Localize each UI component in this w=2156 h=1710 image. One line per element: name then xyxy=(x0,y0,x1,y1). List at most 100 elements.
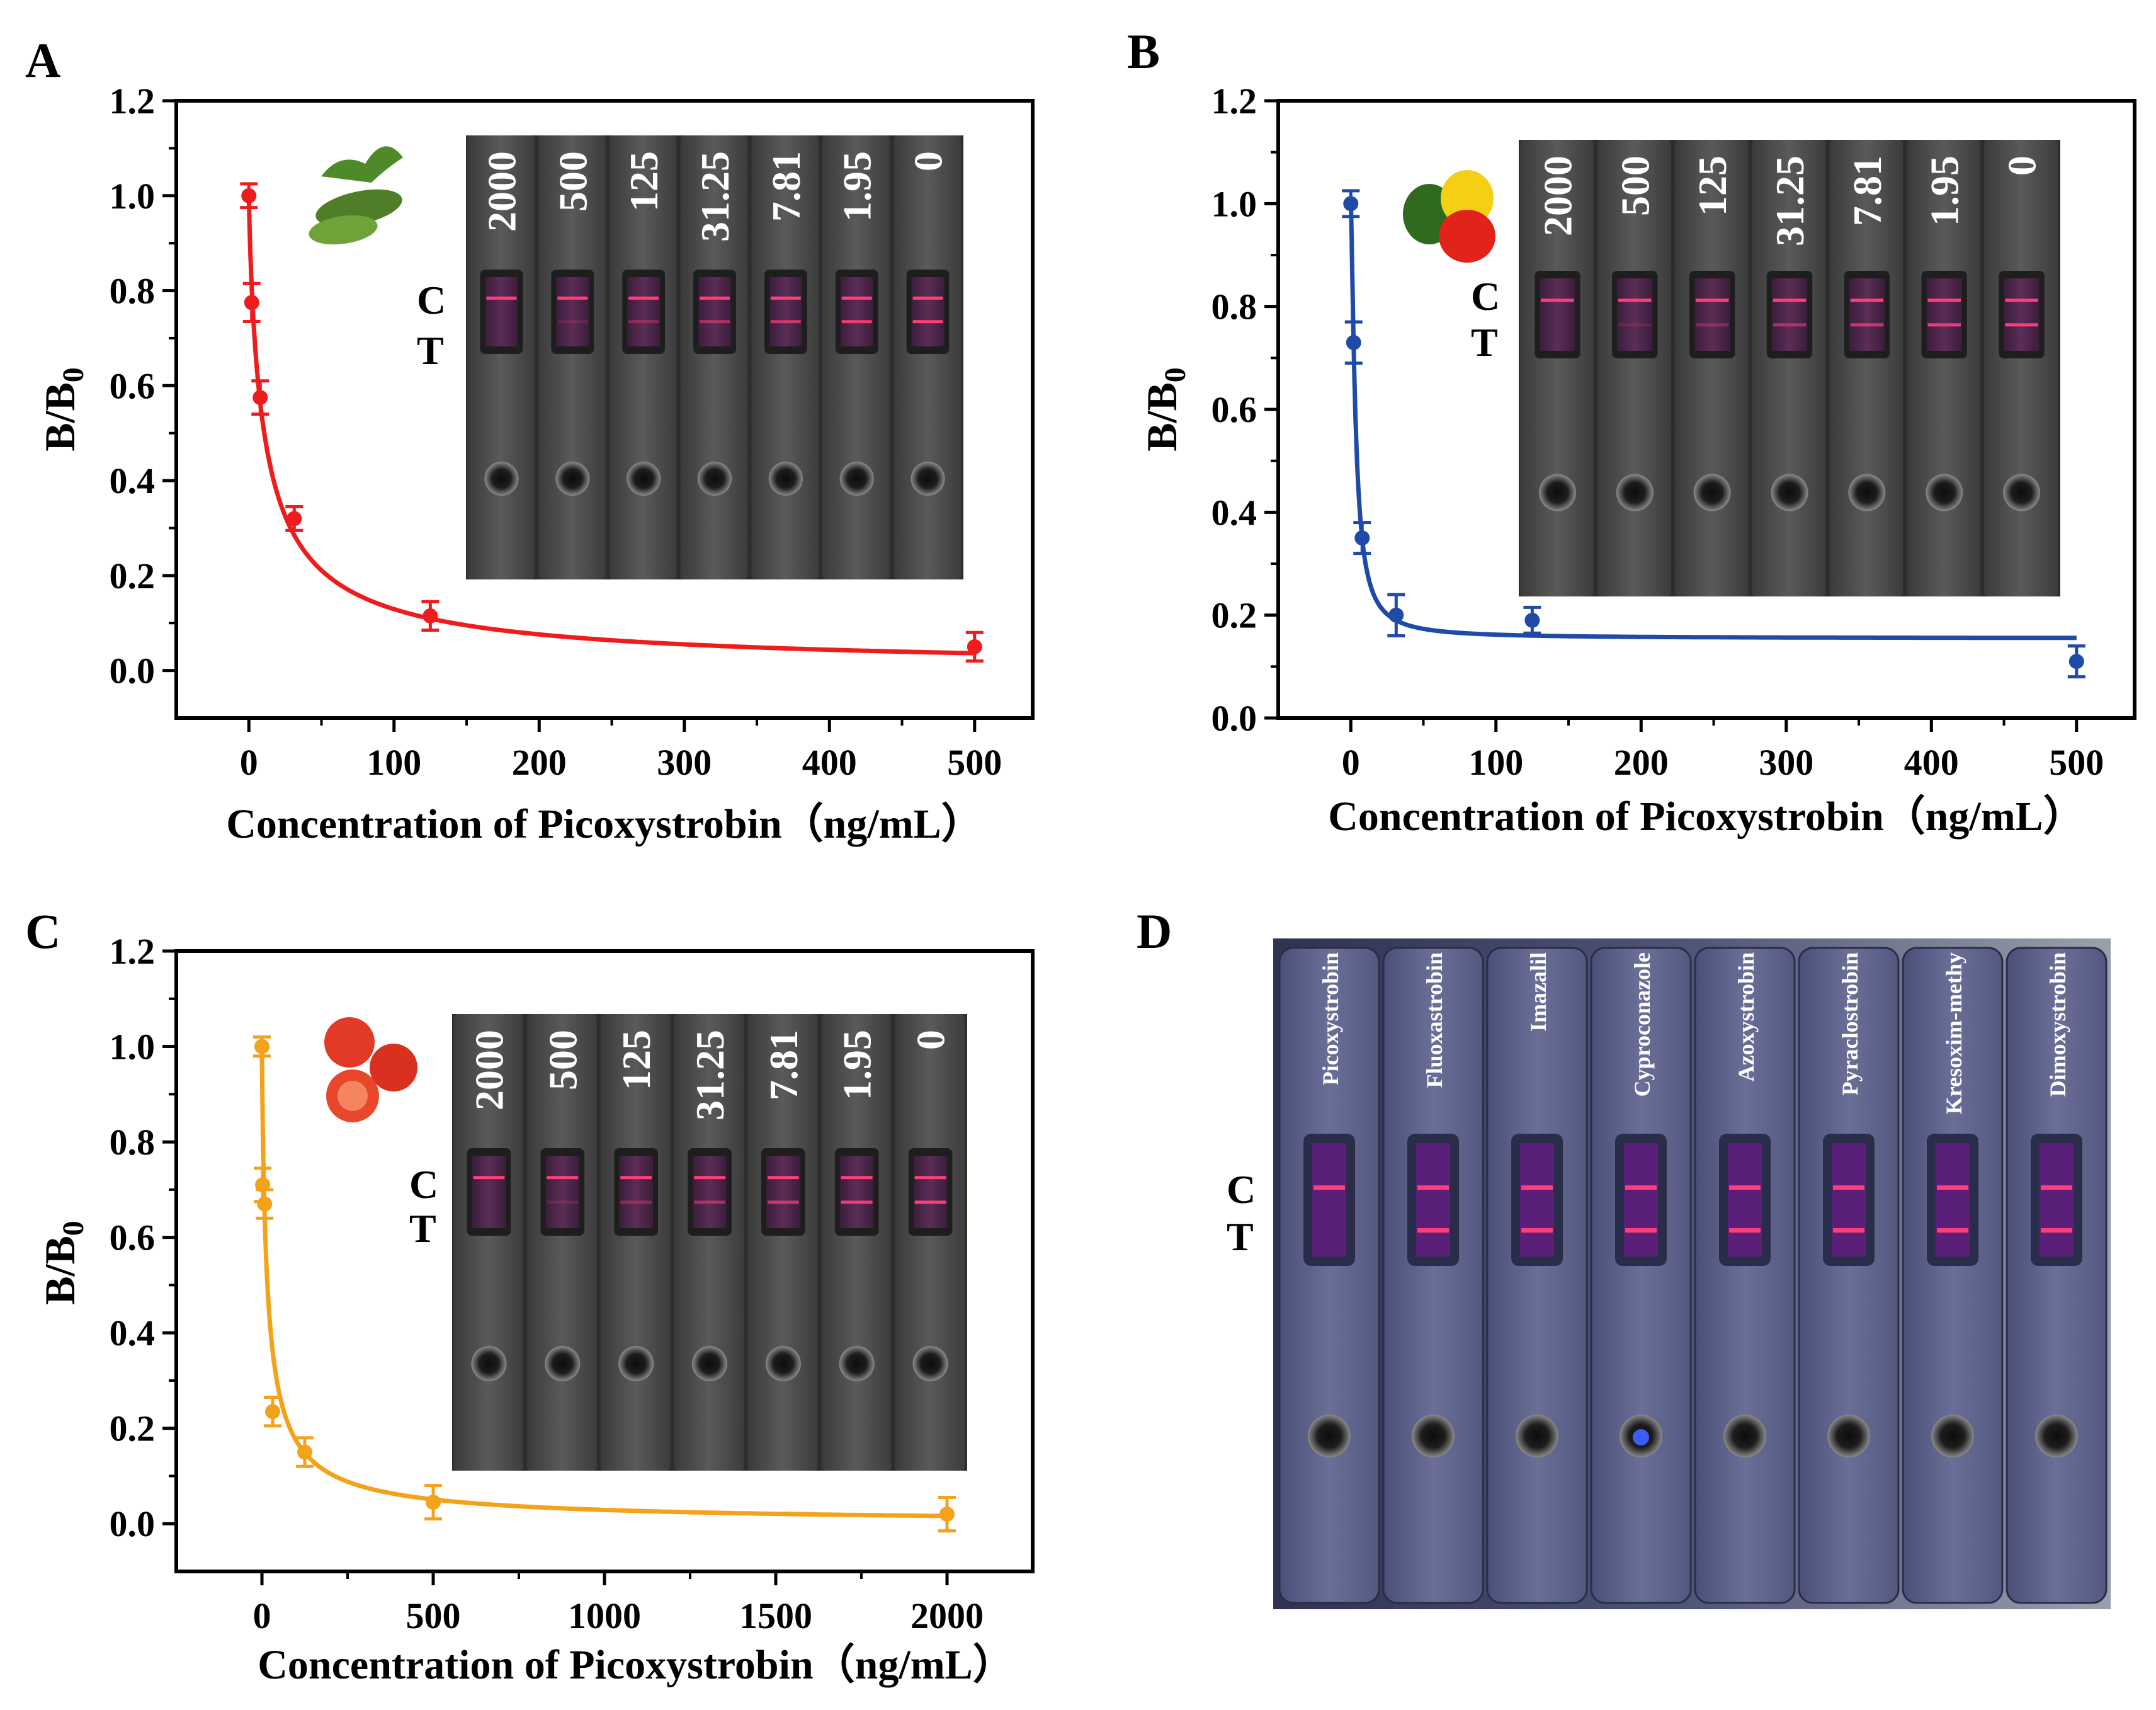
control-line xyxy=(557,296,588,300)
sample-well xyxy=(1827,1415,1870,1457)
control-line xyxy=(1850,299,1884,302)
x-tick-label: 100 xyxy=(366,742,421,783)
data-point xyxy=(244,295,259,311)
strip-concentration-label: 7.81 xyxy=(761,1030,806,1100)
panel-a-t-label: T xyxy=(417,328,444,373)
y-tick-label: 0.6 xyxy=(110,365,156,406)
specificity-strip-label: Kresoxim-methy xyxy=(1941,952,1966,1114)
strip-concentration-label: 0 xyxy=(906,151,951,171)
control-line xyxy=(912,296,943,300)
specificity-strip xyxy=(1486,947,1588,1604)
test-strip xyxy=(600,1014,671,1471)
strip-window xyxy=(472,1156,506,1228)
sample-well xyxy=(765,1345,801,1382)
x-tick-label: 200 xyxy=(512,742,567,783)
data-point xyxy=(257,1196,273,1212)
specificity-strip-label: Pyraclostrobin xyxy=(1837,952,1863,1095)
test-strip xyxy=(751,135,819,579)
y-tick-label: 0.8 xyxy=(110,271,156,312)
sample-well xyxy=(839,461,874,496)
sample-well xyxy=(484,461,519,496)
data-point xyxy=(265,1404,280,1420)
strip-concentration-label: 2000 xyxy=(479,151,524,232)
strip-window xyxy=(1926,278,1962,351)
strip-window xyxy=(2004,278,2040,351)
control-line xyxy=(1313,1185,1345,1190)
strip-window xyxy=(1936,1143,1970,1257)
strip-window xyxy=(840,277,873,346)
strip-window xyxy=(627,277,661,346)
test-strip xyxy=(674,1014,744,1471)
sample-well xyxy=(1723,1415,1766,1457)
strip-window xyxy=(1624,1143,1658,1257)
test-line xyxy=(841,1200,873,1204)
specificity-strip-label: Cyproconazole xyxy=(1630,952,1655,1097)
control-line xyxy=(694,1176,725,1180)
test-strip xyxy=(453,1014,523,1471)
control-line xyxy=(620,1176,652,1180)
red-pepper-shape xyxy=(1439,210,1495,263)
strip-concentration-label: 1.95 xyxy=(835,151,880,222)
blue-spot xyxy=(1633,1429,1649,1445)
data-point xyxy=(967,639,982,654)
test-line xyxy=(1773,323,1807,327)
control-line xyxy=(547,1176,579,1180)
y-tick-label: 0.8 xyxy=(110,1122,156,1163)
test-strip xyxy=(1597,140,1671,596)
strip-concentration-label: 1.95 xyxy=(835,1030,880,1100)
test-line xyxy=(694,1200,725,1204)
sample-well xyxy=(1516,1415,1558,1457)
sample-well xyxy=(697,461,732,496)
test-strip xyxy=(526,1014,597,1471)
sample-well xyxy=(912,1345,948,1382)
strip-concentration-label: 31.25 xyxy=(693,151,737,242)
strip-window xyxy=(698,277,731,346)
panel-b-x-axis-label: Concentration of Picoxystrobin（ng/mL） xyxy=(1328,793,2084,840)
test-strip xyxy=(1752,140,1826,596)
test-line xyxy=(767,1200,799,1204)
x-tick-label: 300 xyxy=(1759,742,1813,783)
strip-concentration-label: 7.81 xyxy=(764,151,808,222)
strip-window xyxy=(693,1156,727,1228)
specificity-strip xyxy=(1590,947,1692,1604)
specificity-strip xyxy=(1798,947,1900,1604)
x-tick-label: 400 xyxy=(802,742,857,783)
y-tick-label: 1.0 xyxy=(1211,183,1257,224)
strip-window xyxy=(766,1156,800,1228)
y-tick-label: 1.0 xyxy=(110,1027,156,1068)
panel-a-data-marks xyxy=(240,182,984,663)
panel-c-label: C xyxy=(25,904,60,959)
control-line xyxy=(770,296,801,300)
y-tick-label: 0.8 xyxy=(1211,287,1257,328)
panel-a-c-label: C xyxy=(417,278,446,322)
strip-window xyxy=(913,1156,948,1228)
control-line xyxy=(1773,299,1807,302)
test-line xyxy=(1850,323,1884,327)
y-tick-label: 1.2 xyxy=(110,931,156,972)
data-point xyxy=(241,188,257,203)
control-line xyxy=(628,296,659,300)
panel-b-c-label: C xyxy=(1471,274,1500,319)
strip-concentration-label: 31.25 xyxy=(1767,156,1812,246)
control-line xyxy=(1541,299,1574,302)
y-tick-label: 0.4 xyxy=(110,1313,156,1354)
x-tick-label: 200 xyxy=(1614,742,1669,783)
control-line xyxy=(473,1176,505,1180)
panel-b-strip-photo: 2000 500 125 31.25 7.81 1.95 0 xyxy=(1519,140,2060,596)
strip-window xyxy=(1312,1143,1346,1257)
strip-concentration-label: 500 xyxy=(540,1030,585,1090)
specificity-strip xyxy=(1902,947,2004,1604)
strip-window xyxy=(1520,1143,1554,1257)
test-line xyxy=(547,1200,579,1204)
panel-c-c-label: C xyxy=(409,1162,438,1207)
panel-d-strips: Picoxystrobin Fluoxastrobin Imazalil Cyproc… xyxy=(1278,947,2108,1604)
test-strip xyxy=(822,135,890,579)
y-tick-label: 0.6 xyxy=(1211,389,1257,430)
test-strip xyxy=(1907,140,1981,596)
y-tick-label: 0.2 xyxy=(110,1408,156,1449)
y-tick-label: 1.2 xyxy=(1211,81,1257,122)
control-line xyxy=(1695,299,1729,302)
cucumber-shape xyxy=(309,215,378,245)
strip-concentration-label: 2000 xyxy=(467,1030,511,1110)
data-point xyxy=(297,1444,312,1460)
